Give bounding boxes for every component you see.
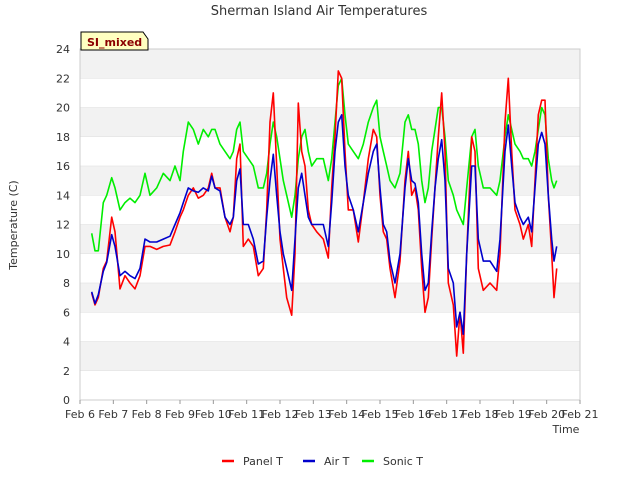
- y-tick-label: 0: [63, 394, 70, 407]
- y-tick-label: 18: [56, 131, 70, 144]
- legend-label: Air T: [324, 455, 350, 468]
- y-tick-label: 24: [56, 43, 70, 56]
- grid-band: [80, 341, 580, 371]
- x-axis-label: Time: [552, 423, 580, 436]
- series-line-panel-t: [90, 70, 558, 357]
- series-line-air-t: [90, 114, 558, 335]
- y-tick-label: 8: [63, 277, 70, 290]
- plot-area: [79, 48, 581, 401]
- y-tick-label: 22: [56, 72, 70, 85]
- x-tick-label: Feb 14: [328, 408, 365, 421]
- y-tick-label: 2: [63, 365, 70, 378]
- x-tick-label: Feb 16: [395, 408, 432, 421]
- x-tick-label: Feb 15: [362, 408, 399, 421]
- y-tick-label: 14: [56, 189, 70, 202]
- chart-title: Sherman Island Air Temperatures: [211, 4, 428, 19]
- grid-band: [80, 49, 580, 79]
- legend-label: Panel T: [243, 455, 283, 468]
- y-tick-label: 6: [63, 306, 70, 319]
- y-tick-label: 10: [56, 248, 70, 261]
- x-tick-label: Feb 12: [262, 408, 299, 421]
- y-axis-label: Temperature (C): [7, 180, 20, 270]
- x-tick-label: Feb 10: [195, 408, 232, 421]
- y-tick-label: 12: [56, 219, 70, 232]
- x-tick-label: Feb 11: [228, 408, 265, 421]
- x-tick-label: Feb 8: [132, 408, 162, 421]
- site-tag-box: [80, 31, 149, 51]
- x-tick-label: Feb 17: [428, 408, 465, 421]
- y-tick-label: 4: [63, 336, 70, 349]
- x-tick-label: Feb 21: [562, 408, 599, 421]
- series-lines: [90, 70, 558, 357]
- x-tick-label: Feb 9: [165, 408, 195, 421]
- x-tick-label: Feb 7: [98, 408, 128, 421]
- legend: Panel T Air T Sonic T: [222, 455, 423, 468]
- grid-band: [80, 107, 580, 137]
- site-tag: SI_mixed: [80, 31, 149, 51]
- y-tick-label: 20: [56, 102, 70, 115]
- grid-bands: [80, 48, 580, 401]
- x-tick-label: Feb 20: [528, 408, 565, 421]
- x-tick-label: Feb 18: [462, 408, 499, 421]
- x-tick-label: Feb 13: [295, 408, 332, 421]
- x-tick-label: Feb 6: [65, 408, 95, 421]
- y-tick-label: 16: [56, 160, 70, 173]
- x-tick-label: Feb 19: [495, 408, 532, 421]
- site-tag-label: SI_mixed: [87, 36, 142, 49]
- grid-band: [80, 283, 580, 313]
- legend-label: Sonic T: [383, 455, 423, 468]
